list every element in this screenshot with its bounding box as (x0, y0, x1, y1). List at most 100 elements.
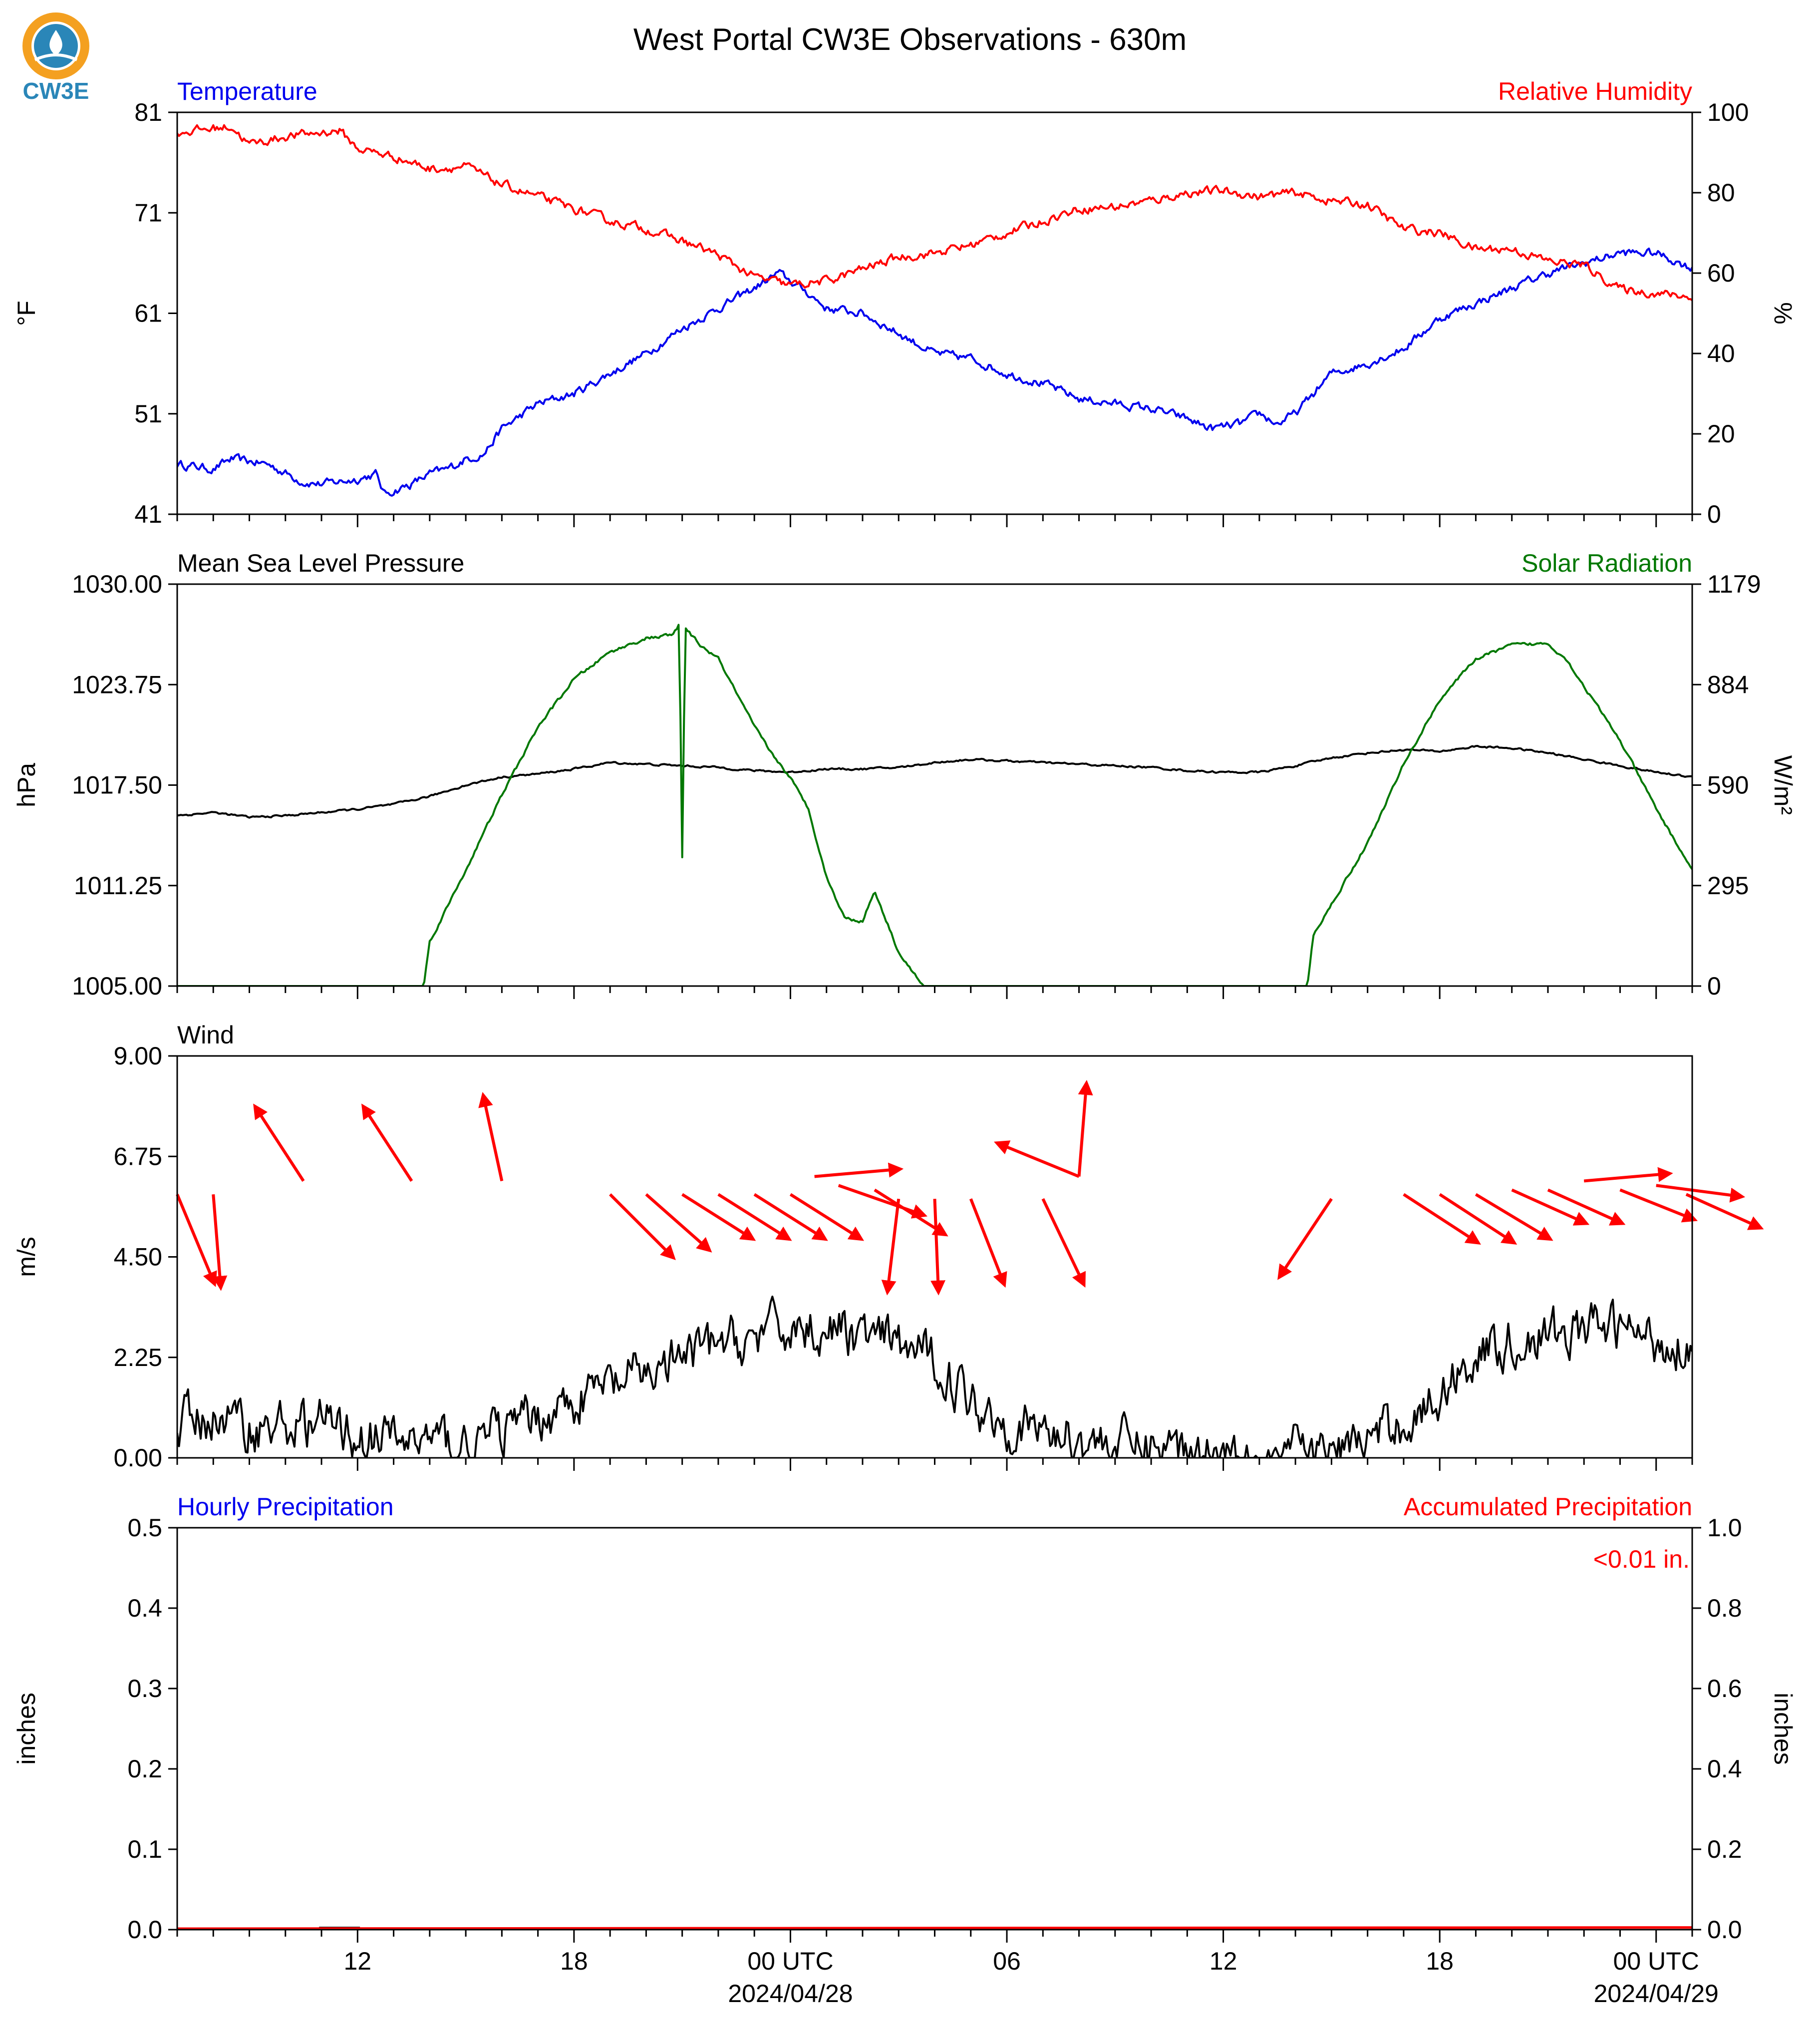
wind-arrow (176, 1194, 217, 1287)
y2-tick-label: 0 (1707, 500, 1721, 528)
y2-tick-label: 590 (1707, 771, 1749, 799)
wind-arrow (1403, 1193, 1481, 1245)
y2-tick-label: 40 (1707, 339, 1735, 367)
wind-arrow (1656, 1184, 1746, 1203)
panel-left-title: Hourly Precipitation (177, 1493, 394, 1521)
x-tick-label: 12 (1210, 1947, 1237, 1975)
wind-arrow (969, 1198, 1007, 1288)
wind-arrow (1511, 1188, 1590, 1226)
series-line-relative-humidity (177, 124, 1692, 302)
cw3e-logo: CW3E (22, 12, 89, 104)
y-tick-label: 0.00 (114, 1444, 162, 1472)
accumulated-precip-line (177, 1926, 1692, 1930)
wind-arrow (1583, 1167, 1673, 1183)
wind-arrow (753, 1193, 828, 1241)
y2-tick-label: 1.0 (1707, 1514, 1742, 1542)
panel-left-title: Mean Sea Level Pressure (177, 549, 464, 577)
y-tick-label: 41 (134, 500, 162, 528)
wind-arrow (881, 1198, 901, 1296)
wind-arrow (1041, 1198, 1086, 1288)
y-axis-label: °F (12, 301, 40, 326)
y2-tick-label: 80 (1707, 179, 1735, 207)
y2-tick-label: 60 (1707, 259, 1735, 287)
y2-tick-label: 0.2 (1707, 1835, 1742, 1863)
y-tick-label: 51 (134, 400, 162, 428)
y-tick-label: 0.1 (127, 1835, 162, 1863)
panel-3: Wind 0.00 2.25 4.50 6.75 9.00 m/s (12, 1021, 1764, 1472)
panel-frame (176, 583, 1693, 987)
wind-arrow (1547, 1188, 1626, 1226)
water-drop-icon (49, 30, 62, 56)
x-tick-label: 18 (1426, 1947, 1454, 1975)
y2-tick-label: 0.8 (1707, 1594, 1742, 1622)
panel-right-title: Accumulated Precipitation (1404, 1493, 1692, 1521)
wind-arrow (609, 1193, 676, 1261)
panel-frame (176, 1527, 1693, 1931)
wind-arrow (1077, 1080, 1093, 1177)
x-tick-label: 06 (993, 1947, 1021, 1975)
y2-tick-label: 0.0 (1707, 1916, 1742, 1944)
x-tick-date-label: 2024/04/28 (728, 1980, 853, 2008)
panel-right-title: Solar Radiation (1521, 549, 1692, 577)
y2-tick-label: 1179 (1707, 570, 1761, 598)
wind-arrow (1439, 1193, 1517, 1245)
x-tick-label: 00 UTC (747, 1947, 833, 1975)
panel-left-title: Wind (177, 1021, 234, 1049)
x-tick-date-label: 2024/04/29 (1594, 1980, 1719, 2008)
y2-tick-label: 20 (1707, 420, 1735, 448)
panel-1: Temperature Relative Humidity 41 51 61 71 81 °F… (12, 77, 1797, 528)
y-tick-label: 0.0 (127, 1916, 162, 1944)
wind-arrow (993, 1140, 1080, 1178)
panel-4: Hourly Precipitation Accumulated Precipit… (12, 1493, 1797, 1944)
y2-axis-label: % (1769, 302, 1797, 324)
y2-tick-label: 884 (1707, 671, 1749, 698)
logo-ring (22, 12, 89, 79)
series-line-wind (177, 1296, 1692, 1458)
wind-arrow (874, 1188, 948, 1237)
y2-tick-label: 0.4 (1707, 1755, 1742, 1783)
wind-arrow (1475, 1193, 1553, 1241)
y2-tick-label: 100 (1707, 98, 1749, 126)
series-line-solar-radiation (177, 624, 1692, 986)
y-tick-label: 9.00 (114, 1042, 162, 1070)
y-axis-label: inches (12, 1692, 40, 1765)
y-tick-label: 0.2 (127, 1755, 162, 1783)
plot-area (177, 1296, 1692, 1458)
plot-area (177, 124, 1692, 497)
chart-title: West Portal CW3E Observations - 630m (633, 22, 1187, 57)
panel-2: Mean Sea Level Pressure Solar Radiation 10… (12, 549, 1797, 1000)
wind-arrow (814, 1162, 904, 1178)
y2-tick-label: 295 (1707, 872, 1749, 900)
wind-arrow (1277, 1198, 1333, 1280)
logo-text: CW3E (23, 78, 89, 104)
y-tick-label: 0.4 (127, 1594, 162, 1622)
x-tick-label: 00 UTC (1613, 1947, 1699, 1975)
wind-arrow (681, 1193, 756, 1241)
wind-arrow (253, 1103, 305, 1182)
y-tick-label: 1017.50 (72, 771, 162, 799)
y-tick-label: 1023.75 (72, 671, 162, 698)
wind-arrow (1685, 1193, 1764, 1230)
y2-axis-label: W/m² (1769, 755, 1797, 815)
x-tick-label: 12 (343, 1947, 371, 1975)
y-axis-label: hPa (12, 763, 40, 807)
wind-arrow (717, 1193, 792, 1241)
wind-arrow (361, 1103, 413, 1182)
x-tick-label: 18 (560, 1947, 588, 1975)
y2-tick-label: 0.6 (1707, 1675, 1742, 1702)
panel-right-title: Relative Humidity (1498, 77, 1692, 105)
panel-frame (176, 111, 1693, 515)
y-tick-label: 4.50 (114, 1243, 162, 1271)
y2-tick-label: 0 (1707, 972, 1721, 1000)
y-tick-label: 0.5 (127, 1514, 162, 1542)
wind-arrow (789, 1193, 865, 1241)
y-axis-label: m/s (12, 1237, 40, 1277)
y-tick-label: 1011.25 (74, 872, 162, 900)
precip-annotation: <0.01 in. (1593, 1545, 1690, 1573)
y-tick-label: 2.25 (114, 1344, 162, 1371)
panels: Temperature Relative Humidity 41 51 61 71 81 °F… (12, 77, 1797, 2008)
y-tick-label: 71 (134, 199, 162, 227)
wind-arrow (478, 1092, 504, 1182)
